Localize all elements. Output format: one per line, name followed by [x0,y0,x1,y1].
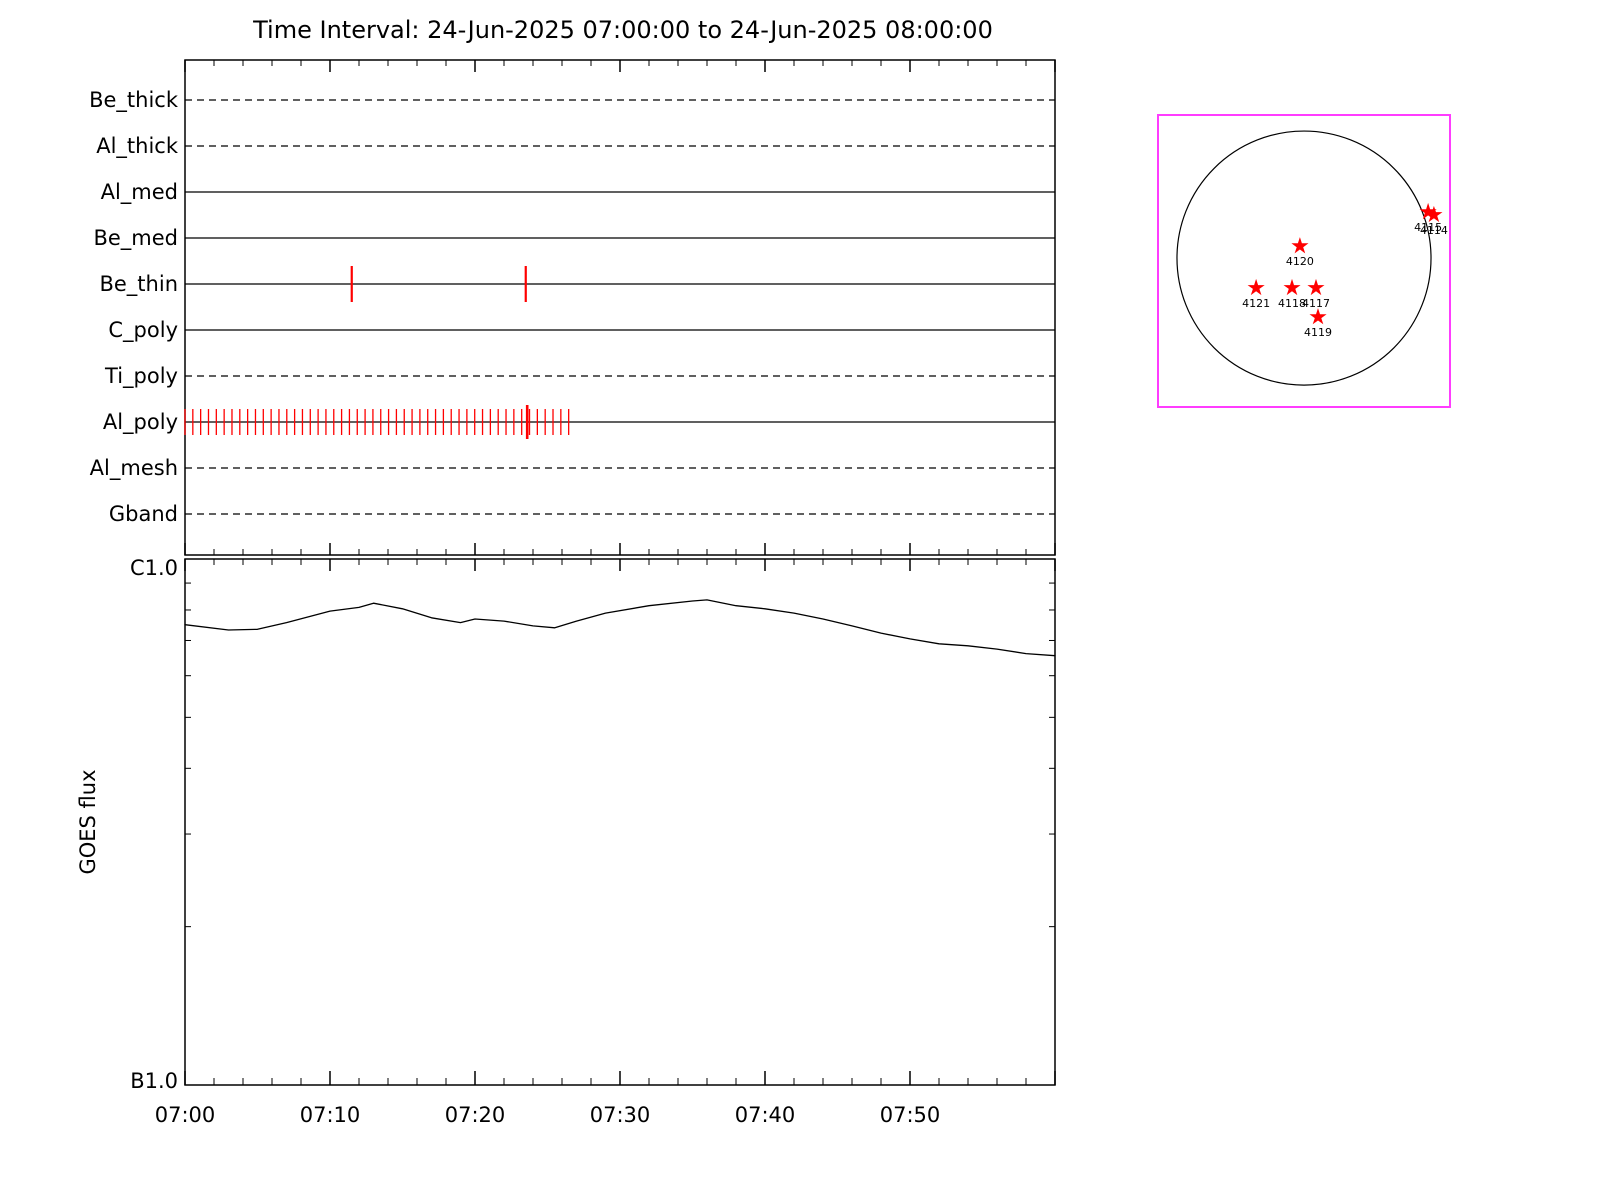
filter-label-be_thin: Be_thin [99,272,178,297]
inset-border [1157,114,1451,408]
active-region-star-4117 [1307,278,1325,296]
goes-flux-panel: 07:00 07:10 07:20 07:30 07:40 07:50 [155,558,1056,1127]
x-tick-label: 07:10 [300,1103,361,1127]
x-tick-label: 07:00 [155,1103,216,1127]
filter-label-ti_poly: Ti_poly [104,364,178,389]
active-region-star-4119 [1309,308,1327,325]
y-axis-top-label: C1.0 [130,556,178,580]
filter-label-gband: Gband [109,502,178,526]
filter-label-al_thick: Al_thick [96,134,179,159]
active-region-label-4119: 4119 [1304,326,1332,339]
filter-label-be_med: Be_med [93,226,178,251]
goes-flux-curve [184,599,1056,657]
filter-timeline-panel: Be_thick Al_thick Al_med Be_med Be_thin C_pol… [89,59,1056,556]
filter-label-al_med: Al_med [101,180,178,205]
active-region-label-4115: 4115 [1414,221,1442,234]
active-region-star-4118 [1283,278,1301,296]
active-region-label-4118: 4118 [1278,297,1306,310]
filter-label-al_poly: Al_poly [103,410,178,435]
page-title: Time Interval: 24-Jun-2025 07:00:00 to 2… [252,16,993,44]
active-region-label-4121: 4121 [1242,297,1270,310]
active-region-star-4115 [1419,202,1437,220]
active-region-star-4121 [1247,278,1265,296]
filter-label-al_mesh: Al_mesh [90,456,178,481]
solar-limb-circle [1176,130,1432,386]
timeline-panel-border [184,59,1056,556]
active-region-label-4114: 4114 [1420,224,1448,237]
x-tick-label: 07:40 [735,1103,796,1127]
x-tick-label: 07:50 [880,1103,941,1127]
filter-label-c_poly: C_poly [108,318,178,343]
filter-label-be_thick: Be_thick [89,88,179,113]
x-tick-label: 07:30 [590,1103,651,1127]
active-region-label-4120: 4120 [1286,255,1314,268]
active-region-star-4114 [1425,205,1443,223]
active-region-label-4117: 4117 [1302,297,1330,310]
y-axis-title: GOES flux [76,769,100,874]
goes-panel-border [184,558,1056,1086]
active-region-star-4120 [1291,237,1309,254]
y-axis-bottom-label: B1.0 [130,1069,178,1093]
x-tick-label: 07:20 [445,1103,506,1127]
